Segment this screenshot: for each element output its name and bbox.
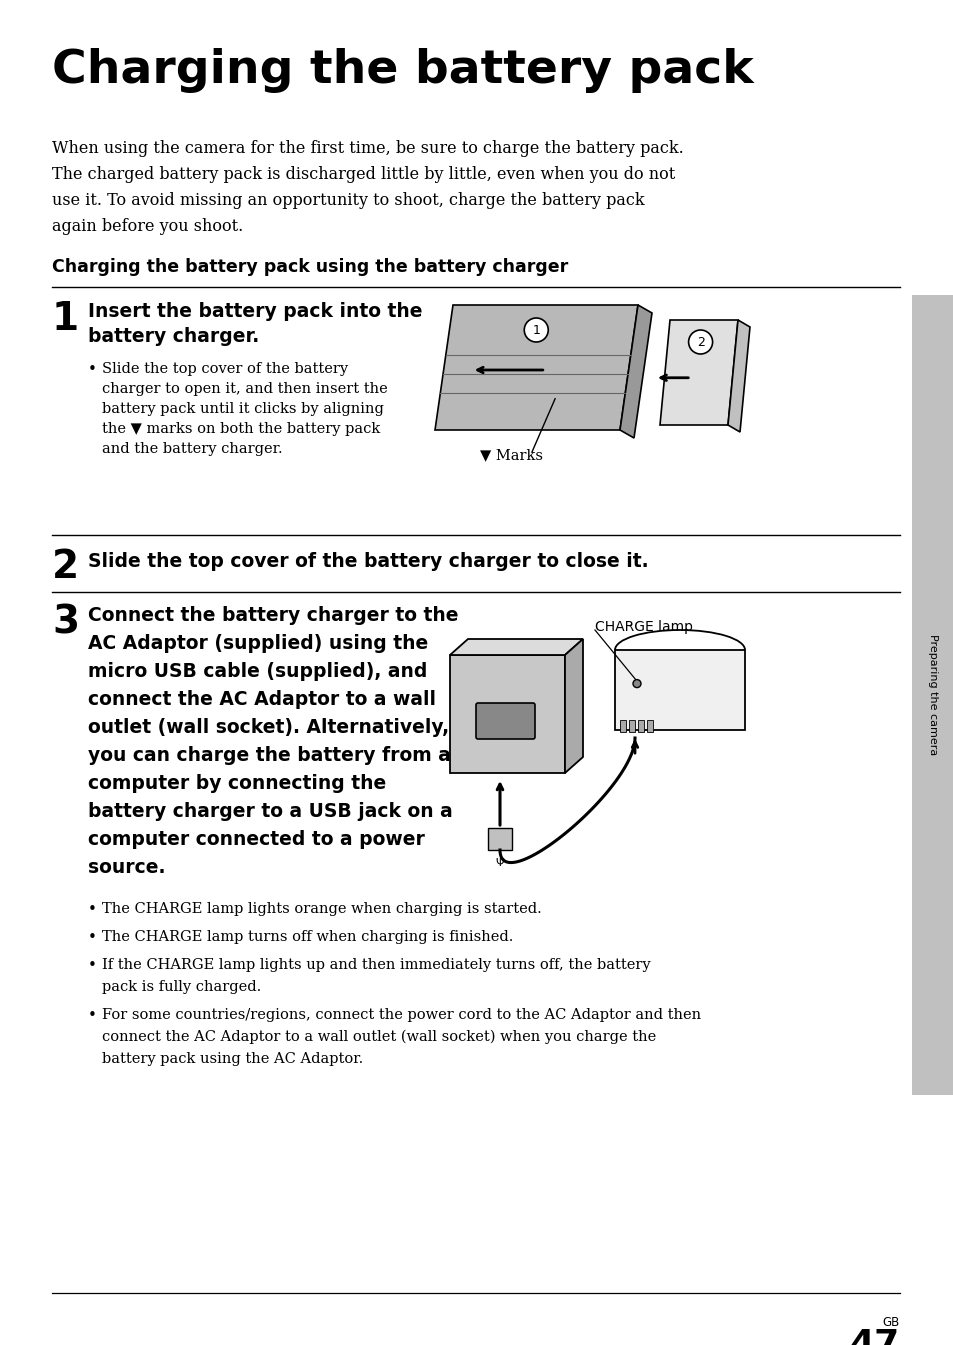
FancyBboxPatch shape bbox=[476, 703, 535, 738]
Bar bbox=[488, 829, 512, 850]
Polygon shape bbox=[564, 639, 582, 773]
Text: connect the AC Adaptor to a wall outlet (wall socket) when you charge the: connect the AC Adaptor to a wall outlet … bbox=[102, 1030, 656, 1044]
Text: battery pack using the AC Adaptor.: battery pack using the AC Adaptor. bbox=[102, 1052, 363, 1067]
Text: •: • bbox=[88, 362, 97, 377]
Text: the ▼ marks on both the battery pack: the ▼ marks on both the battery pack bbox=[102, 422, 380, 436]
Text: outlet (wall socket). Alternatively,: outlet (wall socket). Alternatively, bbox=[88, 718, 449, 737]
Bar bbox=[638, 720, 643, 732]
Polygon shape bbox=[615, 650, 744, 730]
Circle shape bbox=[524, 317, 548, 342]
Text: Slide the top cover of the battery charger to close it.: Slide the top cover of the battery charg… bbox=[88, 551, 648, 572]
Text: micro USB cable (supplied), and: micro USB cable (supplied), and bbox=[88, 662, 427, 681]
Text: Charging the battery pack: Charging the battery pack bbox=[52, 48, 753, 93]
Text: and the battery charger.: and the battery charger. bbox=[102, 443, 282, 456]
Bar bbox=[628, 720, 635, 732]
Text: battery pack until it clicks by aligning: battery pack until it clicks by aligning bbox=[102, 402, 383, 416]
Text: Insert the battery pack into the: Insert the battery pack into the bbox=[88, 303, 422, 321]
Text: you can charge the battery from a: you can charge the battery from a bbox=[88, 746, 451, 765]
Text: When using the camera for the first time, be sure to charge the battery pack.: When using the camera for the first time… bbox=[52, 140, 683, 157]
Polygon shape bbox=[435, 305, 638, 430]
Text: Preparing the camera: Preparing the camera bbox=[927, 635, 937, 756]
Text: Slide the top cover of the battery: Slide the top cover of the battery bbox=[102, 362, 348, 377]
Text: pack is fully charged.: pack is fully charged. bbox=[102, 981, 261, 994]
Bar bbox=[619, 720, 625, 732]
Text: •: • bbox=[88, 902, 97, 917]
Text: 2: 2 bbox=[52, 547, 79, 586]
Polygon shape bbox=[659, 320, 738, 425]
Text: If the CHARGE lamp lights up and then immediately turns off, the battery: If the CHARGE lamp lights up and then im… bbox=[102, 958, 650, 972]
Text: 2: 2 bbox=[696, 335, 704, 348]
Polygon shape bbox=[619, 305, 651, 438]
Text: The CHARGE lamp lights orange when charging is started.: The CHARGE lamp lights orange when charg… bbox=[102, 902, 541, 916]
Text: battery charger.: battery charger. bbox=[88, 327, 259, 346]
Bar bbox=[646, 720, 652, 732]
Text: •: • bbox=[88, 958, 97, 972]
Text: The CHARGE lamp turns off when charging is finished.: The CHARGE lamp turns off when charging … bbox=[102, 929, 513, 944]
Text: Charging the battery pack using the battery charger: Charging the battery pack using the batt… bbox=[52, 258, 568, 276]
Text: •: • bbox=[88, 929, 97, 946]
Text: 3: 3 bbox=[52, 604, 79, 642]
Text: CHARGE lamp: CHARGE lamp bbox=[595, 620, 692, 633]
Text: Ψ: Ψ bbox=[496, 858, 504, 868]
Text: For some countries/regions, connect the power cord to the AC Adaptor and then: For some countries/regions, connect the … bbox=[102, 1007, 700, 1022]
Text: computer connected to a power: computer connected to a power bbox=[88, 830, 424, 849]
Circle shape bbox=[688, 330, 712, 354]
Text: charger to open it, and then insert the: charger to open it, and then insert the bbox=[102, 382, 387, 395]
Text: 47: 47 bbox=[849, 1328, 899, 1345]
Text: 1: 1 bbox=[532, 324, 539, 336]
Polygon shape bbox=[450, 639, 582, 655]
Text: source.: source. bbox=[88, 858, 165, 877]
Text: connect the AC Adaptor to a wall: connect the AC Adaptor to a wall bbox=[88, 690, 436, 709]
Text: GB: GB bbox=[882, 1315, 899, 1329]
Text: again before you shoot.: again before you shoot. bbox=[52, 218, 243, 235]
Bar bbox=[911, 295, 953, 1095]
Bar bbox=[450, 655, 564, 773]
Text: use it. To avoid missing an opportunity to shoot, charge the battery pack: use it. To avoid missing an opportunity … bbox=[52, 192, 644, 208]
Circle shape bbox=[633, 679, 640, 687]
Text: •: • bbox=[88, 1007, 97, 1024]
Text: AC Adaptor (supplied) using the: AC Adaptor (supplied) using the bbox=[88, 633, 428, 654]
Polygon shape bbox=[727, 320, 749, 432]
Text: ▼ Marks: ▼ Marks bbox=[479, 448, 542, 461]
Text: computer by connecting the: computer by connecting the bbox=[88, 773, 386, 794]
Text: Connect the battery charger to the: Connect the battery charger to the bbox=[88, 607, 458, 625]
Text: The charged battery pack is discharged little by little, even when you do not: The charged battery pack is discharged l… bbox=[52, 165, 675, 183]
Text: 1: 1 bbox=[52, 300, 79, 338]
Text: battery charger to a USB jack on a: battery charger to a USB jack on a bbox=[88, 802, 453, 820]
